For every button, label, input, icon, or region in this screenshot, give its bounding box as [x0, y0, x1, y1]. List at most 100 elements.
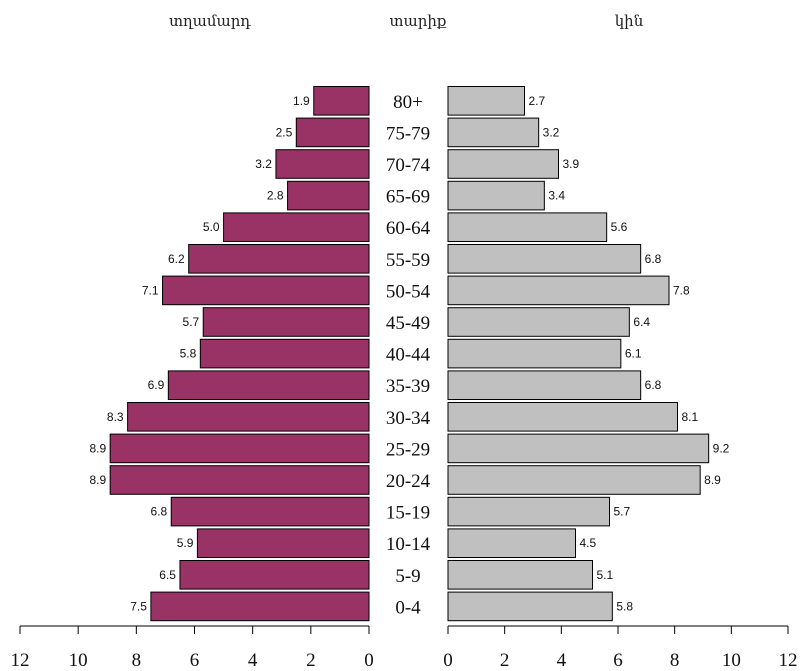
- female-bar-5-9: [447, 560, 593, 590]
- male-value-label: 8.3: [107, 410, 124, 424]
- male-bar-40-44: [199, 338, 370, 369]
- age-label: 20-24: [386, 471, 431, 492]
- male-value-label: 7.5: [130, 599, 147, 613]
- age-label: 25-29: [386, 439, 430, 460]
- male-bar-45-49: [202, 307, 370, 337]
- left-tick-label: 6: [190, 650, 200, 671]
- right-tick-label: 6: [613, 650, 623, 671]
- male-bar-20-24: [109, 465, 370, 495]
- right-tick-label: 0: [443, 650, 453, 671]
- female-value-label: 7.8: [673, 283, 690, 297]
- left-tick-label: 12: [11, 650, 30, 671]
- male-value-label: 8.9: [89, 473, 106, 487]
- header-female: կին: [615, 14, 644, 30]
- right-tick-label: 4: [557, 650, 567, 671]
- age-label: 0-4: [395, 597, 421, 618]
- age-label: 40-44: [386, 345, 431, 366]
- male-bar-25-29: [109, 433, 370, 464]
- male-bar-50-54: [162, 275, 370, 306]
- female-bar-15-19: [447, 496, 610, 527]
- male-bar-0-4: [150, 591, 370, 622]
- female-value-label: 3.4: [548, 189, 565, 203]
- female-value-label: 4.5: [580, 536, 597, 550]
- male-bar-30-34: [127, 402, 370, 432]
- female-bar-35-39: [447, 370, 642, 400]
- female-value-label: 8.9: [704, 473, 721, 487]
- female-bar-65-69: [447, 180, 545, 211]
- female-value-label: 3.2: [543, 125, 560, 139]
- male-value-label: 5.7: [183, 315, 200, 329]
- female-value-label: 5.1: [597, 568, 614, 582]
- female-bar-45-49: [447, 307, 630, 337]
- female-value-label: 5.8: [616, 599, 633, 613]
- female-bar-20-24: [447, 465, 701, 495]
- right-tick-label: 8: [670, 650, 680, 671]
- female-value-label: 9.2: [713, 441, 730, 455]
- male-value-label: 8.9: [89, 441, 106, 455]
- female-bar-50-54: [447, 275, 670, 306]
- age-label: 60-64: [386, 218, 431, 239]
- age-label: 75-79: [386, 123, 430, 144]
- header-age: տարիք: [390, 14, 447, 30]
- male-bar-80+: [313, 86, 370, 116]
- female-bar-75-79: [447, 117, 540, 148]
- right-tick-label: 10: [722, 650, 741, 671]
- male-bar-75-79: [295, 117, 370, 148]
- female-value-label: 8.1: [682, 410, 699, 424]
- bars-group: 1.9 2.7 80+ 2.5 3.2 75-79 3.2 3.9 70-74 2.8 3.4 65-…: [89, 86, 730, 622]
- male-value-label: 5.9: [177, 536, 194, 550]
- male-value-label: 1.9: [293, 94, 310, 108]
- left-tick-label: 2: [306, 650, 316, 671]
- female-bar-25-29: [447, 433, 710, 464]
- age-label: 45-49: [386, 313, 430, 334]
- male-value-label: 6.8: [151, 505, 168, 519]
- female-bar-0-4: [447, 591, 613, 622]
- age-label: 70-74: [386, 155, 431, 176]
- female-value-label: 6.4: [633, 315, 650, 329]
- male-value-label: 5.0: [203, 220, 220, 234]
- female-value-label: 2.7: [529, 94, 546, 108]
- male-bar-10-14: [196, 528, 370, 559]
- age-label: 30-34: [386, 408, 431, 429]
- male-bar-65-69: [287, 180, 370, 211]
- header-male: տղամարդ: [169, 14, 251, 30]
- age-label: 65-69: [386, 187, 430, 208]
- axes-group: 12 10 8 6 4 2 0 0 2 4 6 8 10 12: [11, 625, 798, 671]
- male-value-label: 2.5: [276, 125, 293, 139]
- female-bar-30-34: [447, 402, 678, 432]
- left-tick-label: 4: [248, 650, 258, 671]
- right-tick-label: 2: [500, 650, 510, 671]
- male-value-label: 3.2: [255, 157, 272, 171]
- male-bar-35-39: [167, 370, 370, 400]
- age-label: 50-54: [386, 281, 431, 302]
- male-bar-70-74: [275, 149, 370, 179]
- left-tick-label: 0: [364, 650, 374, 671]
- female-bar-10-14: [447, 528, 576, 559]
- male-bar-55-59: [188, 244, 370, 274]
- age-label: 55-59: [386, 250, 430, 271]
- age-label: 35-39: [386, 376, 430, 397]
- female-bar-55-59: [447, 244, 642, 274]
- male-value-label: 6.5: [159, 568, 176, 582]
- female-bar-40-44: [447, 338, 622, 369]
- male-value-label: 7.1: [142, 283, 159, 297]
- right-tick-label: 12: [779, 650, 798, 671]
- left-tick-label: 8: [132, 650, 142, 671]
- age-label: 15-19: [386, 503, 430, 524]
- age-label: 5-9: [395, 566, 420, 587]
- female-value-label: 6.8: [645, 378, 662, 392]
- left-tick-label: 10: [69, 650, 88, 671]
- female-value-label: 5.7: [614, 505, 631, 519]
- age-label: 10-14: [386, 534, 431, 555]
- female-value-label: 6.8: [645, 252, 662, 266]
- female-bar-60-64: [447, 212, 608, 242]
- male-bar-5-9: [179, 560, 370, 590]
- female-bar-80+: [447, 86, 525, 116]
- female-value-label: 5.6: [611, 220, 628, 234]
- male-value-label: 6.9: [148, 378, 165, 392]
- age-label: 80+: [393, 92, 423, 113]
- male-value-label: 6.2: [168, 252, 185, 266]
- male-value-label: 5.8: [180, 347, 197, 361]
- male-value-label: 2.8: [267, 189, 284, 203]
